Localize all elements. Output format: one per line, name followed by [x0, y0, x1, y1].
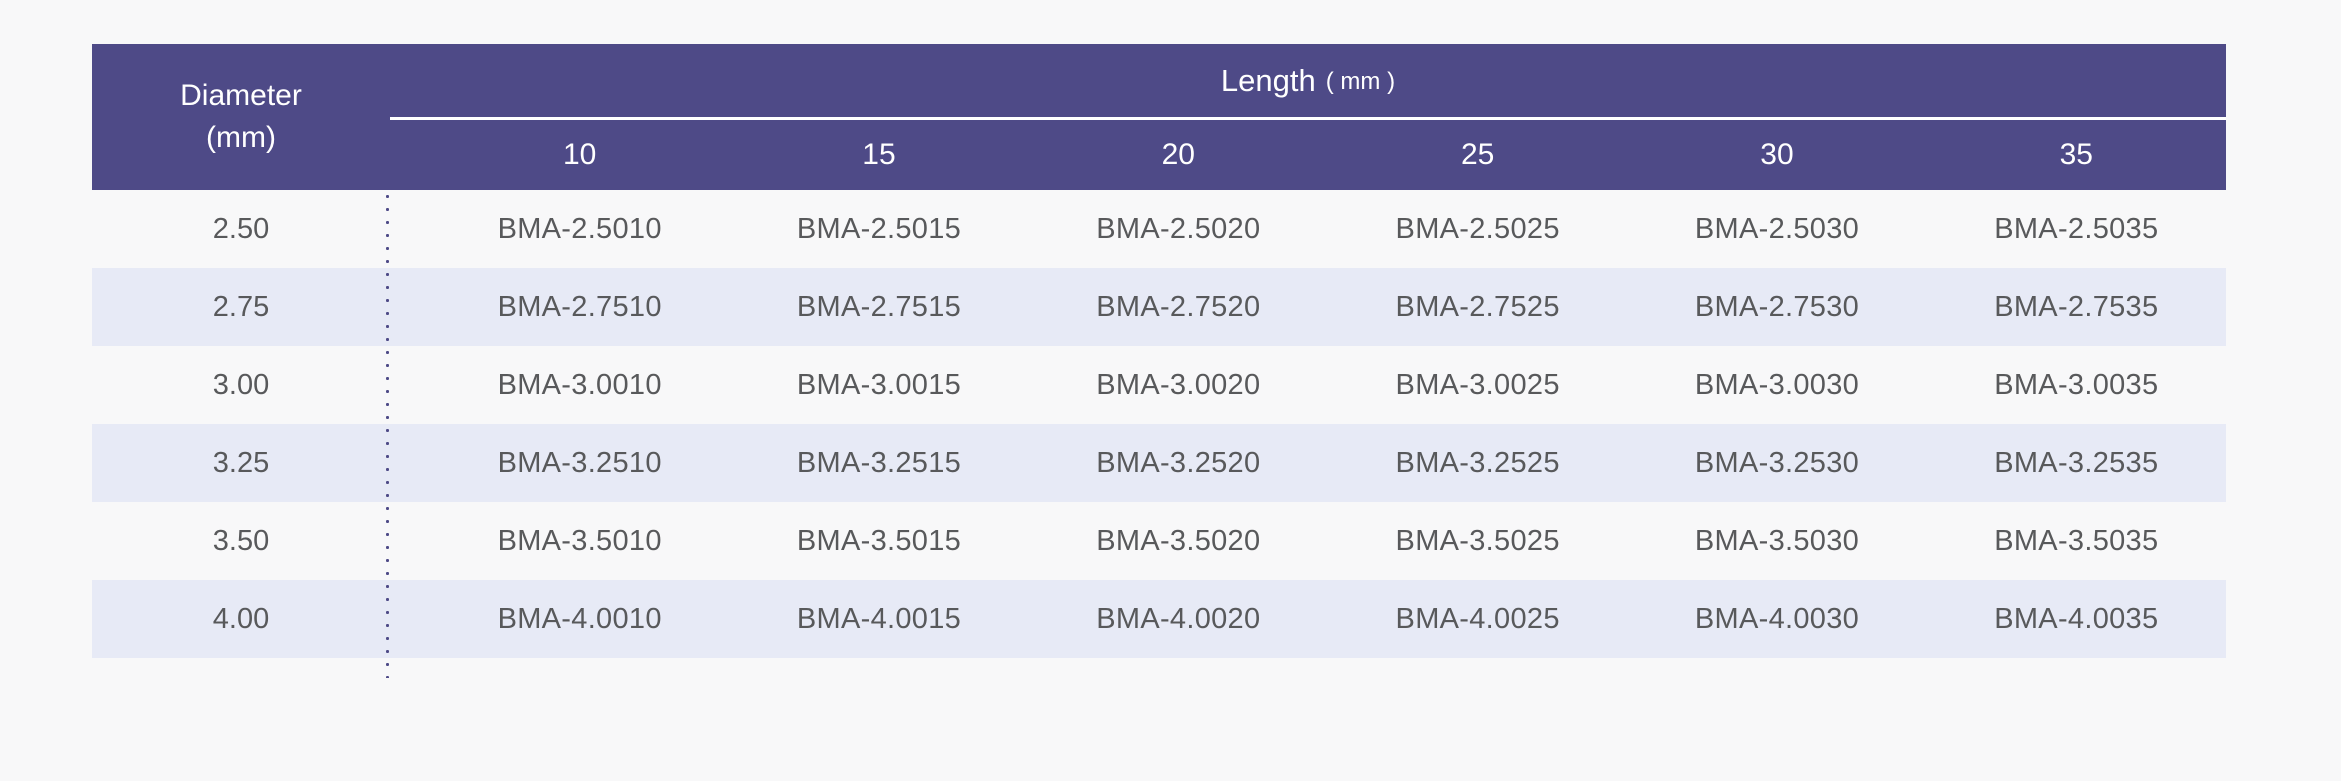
- product-code: BMA-4.0015: [796, 602, 962, 635]
- table-row: 3.00 BMA-3.0010 BMA-3.0015 BMA-3.0020 BM…: [92, 346, 2226, 424]
- diameter-header-line2: (mm): [206, 121, 276, 154]
- product-code: BMA-3.2530: [1694, 446, 1860, 479]
- product-code: BMA-2.5010: [497, 212, 662, 245]
- diameter-value: 3.50: [212, 524, 270, 557]
- dotted-column-divider: [386, 190, 389, 678]
- code-cells: BMA-3.2510 BMA-3.2515 BMA-3.2520 BMA-3.2…: [390, 424, 2226, 502]
- product-code: BMA-4.0025: [1395, 602, 1560, 635]
- product-code: BMA-2.5035: [1994, 212, 2159, 245]
- product-code: BMA-3.0020: [1096, 368, 1261, 401]
- diameter-value: 2.75: [212, 290, 270, 323]
- length-values-row: 10 15 20 25 30 35: [390, 117, 2226, 190]
- length-col-header-20: 20: [1161, 138, 1195, 171]
- diameter-header-line1: Diameter: [180, 79, 302, 112]
- length-group-title: Length ( mm ): [390, 44, 2226, 117]
- code-cells: BMA-4.0010 BMA-4.0015 BMA-4.0020 BMA-4.0…: [390, 580, 2226, 658]
- length-label: Length: [1220, 62, 1316, 98]
- product-code: BMA-3.0010: [497, 368, 662, 401]
- table-row: 2.50 BMA-2.5010 BMA-2.5015 BMA-2.5020 BM…: [92, 190, 2226, 268]
- code-cells: BMA-3.5010 BMA-3.5015 BMA-3.5020 BMA-3.5…: [390, 502, 2226, 580]
- product-code: BMA-3.2510: [497, 446, 662, 479]
- product-code: BMA-4.0010: [497, 602, 662, 635]
- product-code: BMA-2.5015: [796, 212, 962, 245]
- product-code: BMA-2.5030: [1694, 212, 1860, 245]
- diameter-value: 4.00: [212, 602, 270, 635]
- table-row: 3.25 BMA-3.2510 BMA-3.2515 BMA-3.2520 BM…: [92, 424, 2226, 502]
- product-code: BMA-3.0035: [1994, 368, 2159, 401]
- diameter-value: 3.00: [212, 368, 270, 401]
- code-cells: BMA-3.0010 BMA-3.0015 BMA-3.0020 BMA-3.0…: [390, 346, 2226, 424]
- product-code: BMA-3.2520: [1096, 446, 1261, 479]
- table-body: 2.50 BMA-2.5010 BMA-2.5015 BMA-2.5020 BM…: [92, 190, 2226, 658]
- product-code: BMA-2.7510: [497, 290, 662, 323]
- length-col-header-10: 10: [562, 138, 597, 171]
- table-header: Diameter (mm) Length ( mm ) 10 15 20 25 …: [92, 44, 2226, 190]
- product-code: BMA-2.7515: [796, 290, 962, 323]
- product-code: BMA-2.5025: [1395, 212, 1560, 245]
- product-code: BMA-3.5035: [1994, 524, 2159, 557]
- product-code: BMA-3.5020: [1096, 524, 1261, 557]
- length-unit-label: ( mm ): [1325, 67, 1396, 95]
- product-code: BMA-2.7535: [1994, 290, 2159, 323]
- product-code: BMA-2.7530: [1694, 290, 1860, 323]
- product-code: BMA-4.0020: [1096, 602, 1261, 635]
- product-code: BMA-2.5020: [1096, 212, 1261, 245]
- table-row: 2.75 BMA-2.7510 BMA-2.7515 BMA-2.7520 BM…: [92, 268, 2226, 346]
- diameter-column-header: Diameter (mm): [92, 44, 390, 190]
- table-row: 3.50 BMA-3.5010 BMA-3.5015 BMA-3.5020 BM…: [92, 502, 2226, 580]
- product-code-table: Diameter (mm) Length ( mm ) 10 15 20 25 …: [92, 44, 2226, 678]
- product-code: BMA-3.5025: [1395, 524, 1560, 557]
- code-cells: BMA-2.5010 BMA-2.5015 BMA-2.5020 BMA-2.5…: [390, 190, 2226, 268]
- product-code: BMA-2.7520: [1096, 290, 1261, 323]
- diameter-value: 2.50: [212, 212, 270, 245]
- product-code: BMA-3.0025: [1395, 368, 1560, 401]
- product-code: BMA-2.7525: [1395, 290, 1560, 323]
- length-col-header-15: 15: [862, 138, 896, 171]
- product-code: BMA-4.0030: [1694, 602, 1860, 635]
- product-code: BMA-3.5015: [796, 524, 962, 557]
- product-code: BMA-4.0035: [1994, 602, 2159, 635]
- product-code: BMA-3.2535: [1994, 446, 2159, 479]
- diameter-value: 3.25: [212, 446, 270, 479]
- product-code: BMA-3.2515: [796, 446, 962, 479]
- length-col-header-25: 25: [1460, 138, 1495, 171]
- product-code: BMA-3.5030: [1694, 524, 1860, 557]
- product-code: BMA-3.5010: [497, 524, 662, 557]
- product-code: BMA-3.0030: [1694, 368, 1860, 401]
- table-row: 4.00 BMA-4.0010 BMA-4.0015 BMA-4.0020 BM…: [92, 580, 2226, 658]
- product-code: BMA-3.0015: [796, 368, 962, 401]
- length-column-group-header: Length ( mm ) 10 15 20 25 30 35: [390, 44, 2226, 190]
- length-col-header-30: 30: [1760, 138, 1794, 171]
- length-col-header-35: 35: [2059, 138, 2093, 171]
- code-cells: BMA-2.7510 BMA-2.7515 BMA-2.7520 BMA-2.7…: [390, 268, 2226, 346]
- product-code: BMA-3.2525: [1395, 446, 1560, 479]
